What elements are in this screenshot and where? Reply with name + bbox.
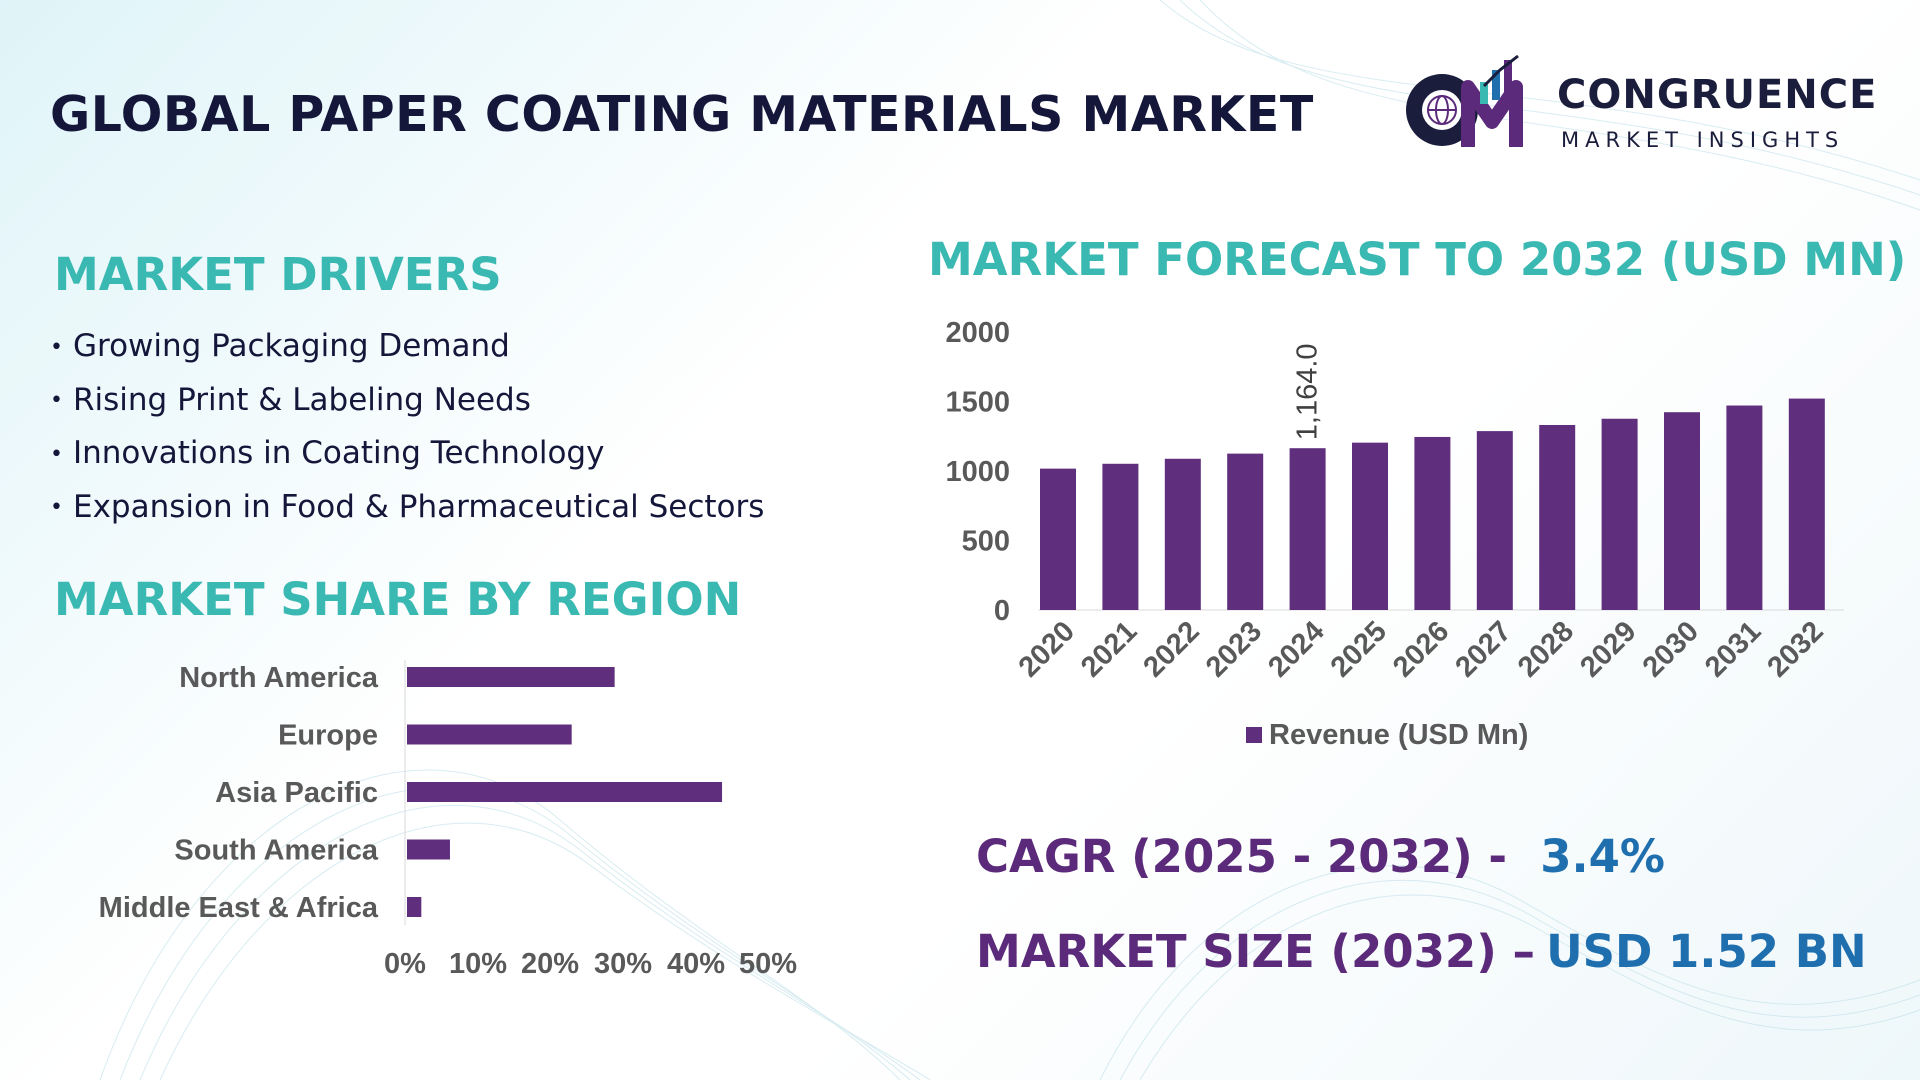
forecast-category-label: 2031 xyxy=(1699,615,1767,683)
drivers-list: • Growing Packaging Demand • Rising Print … xyxy=(50,320,764,534)
cagr-kpi: CAGR (2025 - 2032) - 3.4% xyxy=(976,830,1665,883)
forecast-category-label: 2028 xyxy=(1512,615,1580,683)
market-size-label: MARKET SIZE (2032) – xyxy=(976,925,1535,978)
region-title: MARKET SHARE BY REGION xyxy=(54,573,742,626)
market-size-value: USD 1.52 BN xyxy=(1546,925,1867,978)
forecast-bar xyxy=(1726,405,1763,610)
list-item: • Innovations in Coating Technology xyxy=(50,427,764,481)
forecast-bar xyxy=(1539,424,1576,610)
forecast-tick-label: 500 xyxy=(962,526,1010,558)
forecast-bar xyxy=(1102,463,1139,610)
region-tick-label: 10% xyxy=(449,948,507,980)
forecast-category-label: 2030 xyxy=(1637,615,1705,683)
forecast-bar xyxy=(1664,412,1700,610)
forecast-category-label: 2023 xyxy=(1200,615,1268,683)
region-tick-label: 0% xyxy=(384,948,426,980)
forecast-tick-label: 1000 xyxy=(945,456,1010,488)
globe-bar-chart-logo-icon xyxy=(1406,54,1523,147)
forecast-category-label: 2032 xyxy=(1762,615,1830,683)
cagr-label: CAGR (2025 - 2032) - xyxy=(976,830,1508,883)
market-size-kpi: MARKET SIZE (2032) – USD 1.52 BN xyxy=(976,925,1867,978)
forecast-category-label: 2027 xyxy=(1450,615,1518,683)
forecast-bar xyxy=(1164,458,1201,610)
forecast-bar xyxy=(1601,418,1638,610)
logo-name: CONGRUENCE xyxy=(1557,72,1878,118)
list-item: • Growing Packaging Demand xyxy=(50,320,764,374)
driver-text: Growing Packaging Demand xyxy=(72,328,510,364)
region-category-label: Europe xyxy=(278,720,378,752)
list-item: • Expansion in Food & Pharmaceutical Sect… xyxy=(50,481,764,535)
region-tick-label: 30% xyxy=(594,948,652,980)
list-item: • Rising Print & Labeling Needs xyxy=(50,374,764,428)
forecast-tick-label: 2000 xyxy=(945,317,1010,349)
region-category-label: Asia Pacific xyxy=(215,777,378,809)
forecast-category-label: 2021 xyxy=(1075,615,1143,683)
region-tick-label: 50% xyxy=(739,948,797,980)
company-logo: CONGRUENCE MARKET INSIGHTS xyxy=(1400,52,1876,162)
forecast-category-label: 2022 xyxy=(1138,615,1206,683)
forecast-tick-label: 1500 xyxy=(945,387,1010,419)
region-bar xyxy=(407,667,615,687)
logo-tagline: MARKET INSIGHTS xyxy=(1561,128,1845,152)
region-category-label: South America xyxy=(174,835,378,867)
bullet-icon: • xyxy=(50,388,63,414)
forecast-category-label: 2026 xyxy=(1387,615,1455,683)
forecast-tick-label: 0 xyxy=(994,595,1010,627)
driver-text: Innovations in Coating Technology xyxy=(72,435,605,471)
forecast-bar xyxy=(1227,453,1264,610)
legend-swatch xyxy=(1246,727,1262,743)
drivers-title: MARKET DRIVERS xyxy=(54,248,502,301)
page-title: GLOBAL PAPER COATING MATERIALS MARKET xyxy=(50,86,1314,143)
forecast-bar xyxy=(1289,448,1326,610)
region-bar xyxy=(407,839,450,860)
region-bar xyxy=(407,782,723,802)
forecast-data-label: 1,164.0 xyxy=(1292,343,1324,440)
forecast-bar xyxy=(1788,398,1825,610)
bullet-icon: • xyxy=(50,334,63,360)
forecast-bar xyxy=(1040,468,1076,610)
forecast-bar xyxy=(1476,431,1513,610)
forecast-bar xyxy=(1414,436,1451,610)
forecast-title: MARKET FORECAST TO 2032 (USD MN) xyxy=(928,233,1907,286)
driver-text: Rising Print & Labeling Needs xyxy=(72,381,531,418)
region-share-chart: North America Europe Asia Pacific South Ame… xyxy=(99,660,797,980)
region-category-label: Middle East & Africa xyxy=(99,892,379,924)
forecast-category-label: 2029 xyxy=(1574,615,1642,683)
region-tick-label: 40% xyxy=(667,948,725,980)
bullet-icon: • xyxy=(50,495,63,521)
legend-label: Revenue (USD Mn) xyxy=(1269,719,1528,751)
region-category-label: North America xyxy=(179,662,379,694)
forecast-category-label: 2024 xyxy=(1262,615,1330,683)
forecast-bar xyxy=(1352,442,1388,610)
cagr-value: 3.4% xyxy=(1540,830,1665,883)
region-bar xyxy=(407,897,422,917)
region-tick-label: 20% xyxy=(521,948,579,980)
region-bar xyxy=(407,724,572,745)
driver-text: Expansion in Food & Pharmaceutical Secto… xyxy=(72,488,765,525)
forecast-category-label: 2025 xyxy=(1325,615,1393,683)
bullet-icon: • xyxy=(50,441,63,467)
forecast-category-label: 2020 xyxy=(1013,615,1081,683)
